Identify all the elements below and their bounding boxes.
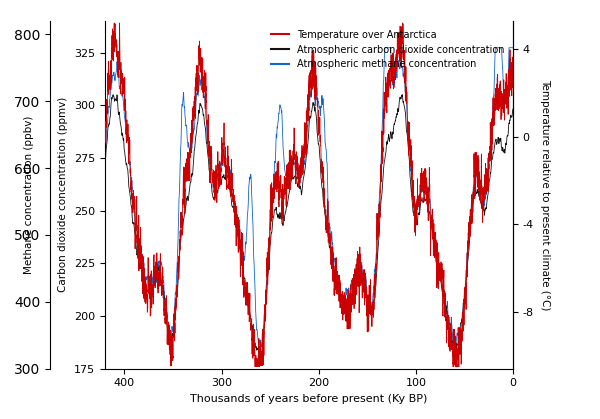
Y-axis label: Temperature relative to present climate (°C): Temperature relative to present climate … <box>541 79 551 310</box>
X-axis label: Thousands of years before present (Ky BP): Thousands of years before present (Ky BP… <box>190 394 428 404</box>
Y-axis label: Carbon dioxide concentration (ppmv): Carbon dioxide concentration (ppmv) <box>58 97 68 292</box>
Legend: Temperature over Antarctica, Atmospheric carbon dioxide concentration, Atmospher: Temperature over Antarctica, Atmospheric… <box>268 26 508 73</box>
Y-axis label: Methane concentration (ppbv): Methane concentration (ppbv) <box>23 116 34 274</box>
